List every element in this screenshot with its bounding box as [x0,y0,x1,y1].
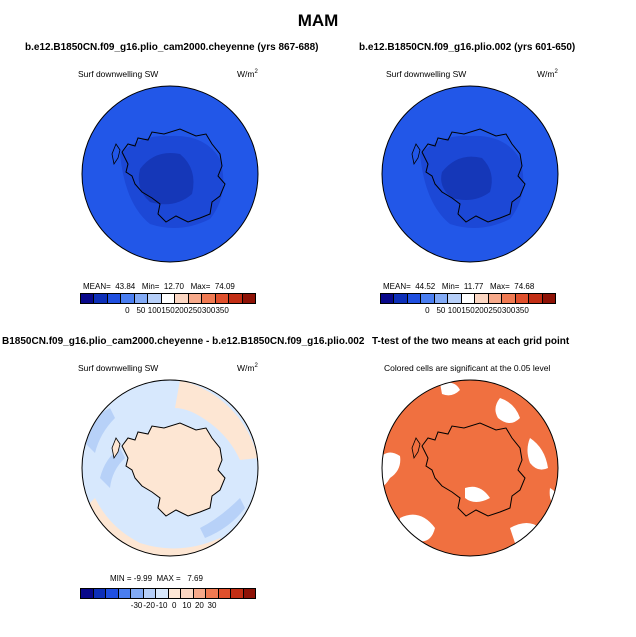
panel-3-field-label: Surf downwelling SW [78,363,159,373]
panel-1-map [81,85,259,263]
panel-3-colorbar-tick: 20 [194,601,204,610]
panel-4-map [381,379,559,557]
panel-3-colorbar-tick: 10 [182,601,192,610]
panel-3-colorbar-boxes [80,588,256,599]
panel-1-colorbar-box [202,294,216,303]
panel-1-field-label: Surf downwelling SW [78,69,159,79]
panel-3-colorbar-box [206,589,219,598]
panel-3-title: B1850CN.f09_g16.plio_cam2000.cheyenne - … [2,336,365,347]
panel-1-colorbar-tick: 300 [201,306,216,315]
panel-1-colorbar-boxes [80,293,256,304]
panel-1-colorbar-box [107,294,122,303]
panel-3-colorbar-box [218,589,231,598]
panel-1-colorbar-box [121,294,135,303]
panel-2-map [381,85,559,263]
panel-2-colorbar-tick: 350 [515,306,529,315]
panel-1-colorbar-tick: 250 [188,306,202,315]
panel-2-colorbar-tick: 250 [488,306,502,315]
panel-3-colorbar-ticks: -30 -20 -10 0 10 20 30 [80,599,256,611]
panel-4-field-label: Colored cells are significant at the 0.0… [384,363,551,373]
panel-1-colorbar-box [175,294,189,303]
panel-2-colorbar-tick: 200 [474,306,489,315]
panel-2-units: W/m2 [537,69,558,79]
panel-2-colorbar-tick: 150 [461,306,475,315]
panel-2-colorbar-box [488,294,503,303]
main-title: MAM [297,11,339,30]
panel-2-colorbar-tick: 50 [436,306,446,315]
panel-3-colorbar-tick: -20 [143,601,155,610]
panel-1-title: b.e12.B1850CN.f09_g16.plio_cam2000.cheye… [25,42,319,53]
panel-3-colorbar: -30 -20 -10 0 10 20 30 [80,588,256,611]
panel-1-colorbar-box [188,294,203,303]
panel-1-colorbar-tick: 100 [147,306,162,315]
panel-1-colorbar-box [94,294,108,303]
panel-2-colorbar-box [475,294,489,303]
panel-1-colorbar-tick: 0 [125,306,130,315]
panel-3-colorbar-box [243,589,255,598]
panel-1-colorbar-box [242,294,256,303]
panel-1-colorbar-ticks: 0 50 100 150 200 250 300 350 [80,304,256,316]
panel-3-colorbar-box [156,589,169,598]
panel-2-colorbar-box [421,294,435,303]
panel-2-colorbar-box [407,294,422,303]
panel-2-colorbar-box [461,294,476,303]
panel-1-colorbar-box [134,294,149,303]
panel-3-colorbar-box [231,589,244,598]
panel-3-map [81,379,259,557]
panel-3-colorbar-box [143,589,156,598]
panel-1-units: W/m2 [237,69,258,79]
panel-2-stats: MEAN= 44.52 Min= 11.77 Max= 74.68 [383,282,535,291]
panel-3-colorbar-tick: 0 [172,601,177,610]
panel-3-colorbar-box [193,589,206,598]
panel-2-colorbar-box [381,294,395,303]
panel-2-colorbar-tick: 100 [447,306,462,315]
panel-1-colorbar-tick: 50 [136,306,146,315]
panel-3-colorbar-box [118,589,131,598]
panel-2-title: b.e12.B1850CN.f09_g16.plio.002 (yrs 601-… [359,42,576,53]
panel-1-colorbar-tick: 350 [215,306,229,315]
panel-1-colorbar-box [148,294,162,303]
panel-2-colorbar-box [394,294,408,303]
panel-2-field-label: Surf downwelling SW [386,69,467,79]
panel-3-colorbar-tick: -10 [155,601,168,610]
panel-1-colorbar-tick: 200 [174,306,189,315]
panel-2-colorbar-tick: 0 [425,306,430,315]
panel-1-colorbar: 0 50 100 150 200 250 300 350 [80,293,256,316]
panel-1-colorbar-box [229,294,243,303]
panel-1-colorbar-tick: 150 [161,306,175,315]
panel-2-colorbar-ticks: 0 50 100 150 200 250 300 350 [380,304,556,316]
panel-2-colorbar-boxes [380,293,556,304]
panel-3-colorbar-box [81,589,94,598]
panel-3-colorbar-box [168,589,181,598]
panel-2-colorbar-box [515,294,530,303]
panel-3-colorbar-tick: 30 [207,601,217,610]
panel-3-colorbar-box [181,589,194,598]
panel-2-colorbar: 0 50 100 150 200 250 300 350 [380,293,556,316]
panel-3-colorbar-box [106,589,119,598]
panel-1-colorbar-box [81,294,95,303]
panel-3-colorbar-box [131,589,144,598]
panel-2-colorbar-tick: 300 [501,306,516,315]
panel-1-colorbar-box [215,294,230,303]
panel-2-colorbar-box [529,294,543,303]
panel-3-units: W/m2 [237,363,258,373]
panel-4-title: T-test of the two means at each grid poi… [372,336,570,347]
panel-2-colorbar-box [448,294,462,303]
panel-2-colorbar-box [502,294,516,303]
panel-3-colorbar-box [93,589,106,598]
panel-2-colorbar-box [434,294,449,303]
panel-3-colorbar-tick: -30 [130,601,143,610]
panel-1-colorbar-box [161,294,176,303]
panel-3-stats: MIN = -9.99 MAX = 7.69 [110,574,203,583]
panel-2-colorbar-box [542,294,556,303]
panel-1-stats: MEAN= 43.84 Min= 12.70 Max= 74.09 [83,282,235,291]
